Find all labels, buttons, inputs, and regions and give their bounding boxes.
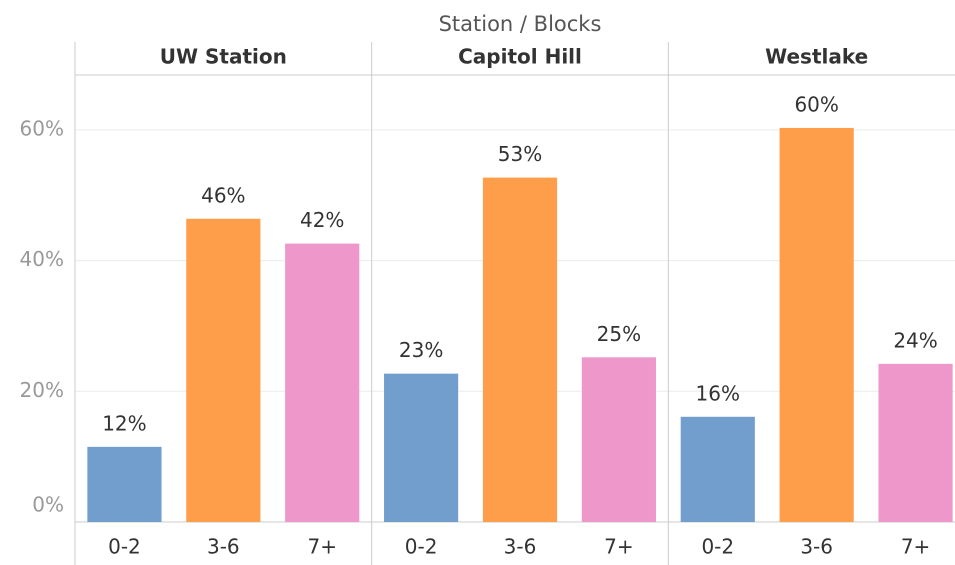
bar xyxy=(680,416,755,522)
y-tick-label: 60% xyxy=(20,116,64,140)
value-label: 24% xyxy=(893,328,937,352)
value-label: 60% xyxy=(794,92,838,116)
value-label: 16% xyxy=(696,381,740,405)
bar xyxy=(878,363,953,522)
x-tick-label: 0-2 xyxy=(701,535,734,559)
y-tick-label: 0% xyxy=(32,493,64,517)
chart-title: Station / Blocks xyxy=(439,12,602,36)
bar xyxy=(779,127,854,523)
bar xyxy=(482,177,558,522)
x-tick-label: 7+ xyxy=(901,535,930,559)
x-tick-label: 7+ xyxy=(307,535,336,559)
value-label: 12% xyxy=(102,411,146,435)
value-label: 25% xyxy=(597,322,641,346)
x-tick-label: 0-2 xyxy=(108,535,141,559)
bar xyxy=(581,357,656,522)
panel-header: UW Station xyxy=(160,45,287,69)
y-tick-label: 20% xyxy=(20,378,64,402)
value-label: 46% xyxy=(201,183,245,207)
bar xyxy=(384,373,459,522)
x-tick-label: 7+ xyxy=(604,535,633,559)
x-tick-label: 3-6 xyxy=(504,535,537,559)
y-tick-label: 40% xyxy=(20,247,64,271)
x-tick-label: 0-2 xyxy=(405,535,438,559)
panel-header: Capitol Hill xyxy=(458,45,582,69)
bar xyxy=(87,446,162,522)
bar xyxy=(285,243,360,522)
x-tick-label: 3-6 xyxy=(207,535,240,559)
value-label: 42% xyxy=(300,208,344,232)
bar xyxy=(186,218,261,523)
value-label: 53% xyxy=(498,142,542,166)
x-tick-label: 3-6 xyxy=(800,535,833,559)
panel-header: Westlake xyxy=(765,45,868,69)
value-label: 23% xyxy=(399,338,443,362)
